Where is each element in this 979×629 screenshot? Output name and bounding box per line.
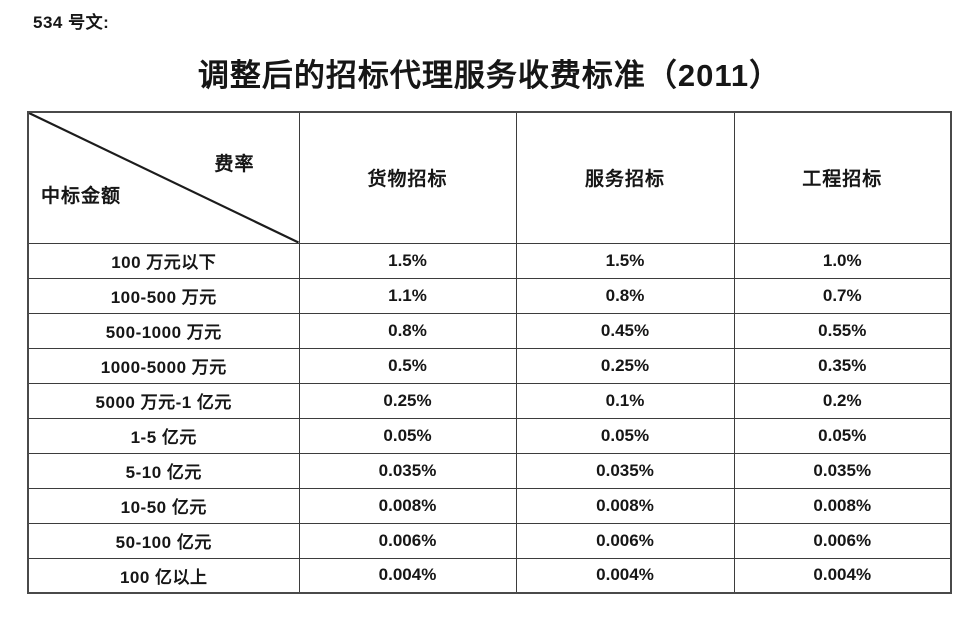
row-label-amount-range: 5000 万元-1 亿元: [27, 382, 300, 419]
row-label-amount-range: 1-5 亿元: [27, 417, 300, 454]
table-row: 10-50 亿元 0.008% 0.008% 0.008%: [27, 487, 952, 524]
fee-value-service: 1.5%: [515, 242, 735, 279]
row-label-amount-range: 50-100 亿元: [27, 522, 300, 559]
fee-value-engineering: 0.7%: [733, 277, 952, 314]
page-title: 调整后的招标代理服务收费标准（2011）: [197, 58, 782, 93]
fee-value-service: 0.035%: [515, 452, 735, 489]
fee-value-service: 0.004%: [515, 557, 735, 594]
row-label-amount-range: 100 万元以下: [27, 242, 300, 279]
fee-value-goods: 0.004%: [298, 557, 517, 594]
table-body: 100 万元以下 1.5% 1.5% 1.0% 100-500 万元 1.1% …: [27, 242, 952, 594]
table-row: 1-5 亿元 0.05% 0.05% 0.05%: [27, 417, 952, 454]
table-row: 500-1000 万元 0.8% 0.45% 0.55%: [27, 312, 952, 349]
table-row: 100 万元以下 1.5% 1.5% 1.0%: [27, 242, 952, 279]
fee-table-container: 费率 中标金额 货物招标 服务招标 工程招标 100 万元以下 1.5% 1.5…: [27, 111, 952, 594]
table-row: 5-10 亿元 0.035% 0.035% 0.035%: [27, 452, 952, 489]
fee-value-engineering: 0.008%: [733, 487, 952, 524]
fee-value-goods: 0.008%: [298, 487, 517, 524]
fee-value-goods: 1.5%: [298, 242, 517, 279]
fee-value-goods: 0.8%: [298, 312, 517, 349]
fee-value-service: 0.008%: [515, 487, 735, 524]
row-label-amount-range: 5-10 亿元: [27, 452, 300, 489]
fee-value-service: 0.45%: [515, 312, 735, 349]
fee-value-goods: 0.25%: [298, 382, 517, 419]
fee-value-engineering: 1.0%: [733, 242, 952, 279]
corner-label-amount: 中标金额: [41, 186, 122, 207]
row-label-amount-range: 500-1000 万元: [27, 312, 300, 349]
fee-value-goods: 0.05%: [298, 417, 517, 454]
column-header-engineering-bidding: 工程招标: [733, 111, 952, 244]
fee-value-goods: 0.035%: [298, 452, 517, 489]
fee-value-engineering: 0.05%: [733, 417, 952, 454]
fee-value-engineering: 0.35%: [733, 347, 952, 384]
fee-value-service: 0.8%: [515, 277, 735, 314]
row-label-amount-range: 100-500 万元: [27, 277, 300, 314]
fee-value-goods: 0.5%: [298, 347, 517, 384]
fee-value-service: 0.05%: [515, 417, 735, 454]
row-label-amount-range: 100 亿以上: [27, 557, 300, 594]
row-label-amount-range: 1000-5000 万元: [27, 347, 300, 384]
column-header-goods-bidding: 货物招标: [298, 111, 517, 244]
row-label-amount-range: 10-50 亿元: [27, 487, 300, 524]
corner-label-rate: 费率: [214, 154, 255, 175]
fee-value-engineering: 0.035%: [733, 452, 952, 489]
fee-value-engineering: 0.004%: [733, 557, 952, 594]
table-row: 1000-5000 万元 0.5% 0.25% 0.35%: [27, 347, 952, 384]
table-row: 50-100 亿元 0.006% 0.006% 0.006%: [27, 522, 952, 559]
fee-value-engineering: 0.55%: [733, 312, 952, 349]
fee-value-service: 0.25%: [515, 347, 735, 384]
fee-value-goods: 1.1%: [298, 277, 517, 314]
table-row: 100 亿以上 0.004% 0.004% 0.004%: [27, 557, 952, 594]
column-header-service-bidding: 服务招标: [515, 111, 735, 244]
table-row: 100-500 万元 1.1% 0.8% 0.7%: [27, 277, 952, 314]
corner-header-cell: 费率 中标金额: [27, 111, 300, 244]
fee-value-goods: 0.006%: [298, 522, 517, 559]
fee-rate-table: 费率 中标金额 货物招标 服务招标 工程招标 100 万元以下 1.5% 1.5…: [27, 111, 952, 594]
fee-value-service: 0.1%: [515, 382, 735, 419]
table-row: 5000 万元-1 亿元 0.25% 0.1% 0.2%: [27, 382, 952, 419]
header-row: 费率 中标金额 货物招标 服务招标 工程招标: [27, 111, 952, 244]
doc-number-label: 534 号文:: [33, 13, 110, 32]
diagonal-divider-line: [29, 113, 298, 242]
fee-value-engineering: 0.006%: [733, 522, 952, 559]
fee-value-service: 0.006%: [515, 522, 735, 559]
fee-value-engineering: 0.2%: [733, 382, 952, 419]
